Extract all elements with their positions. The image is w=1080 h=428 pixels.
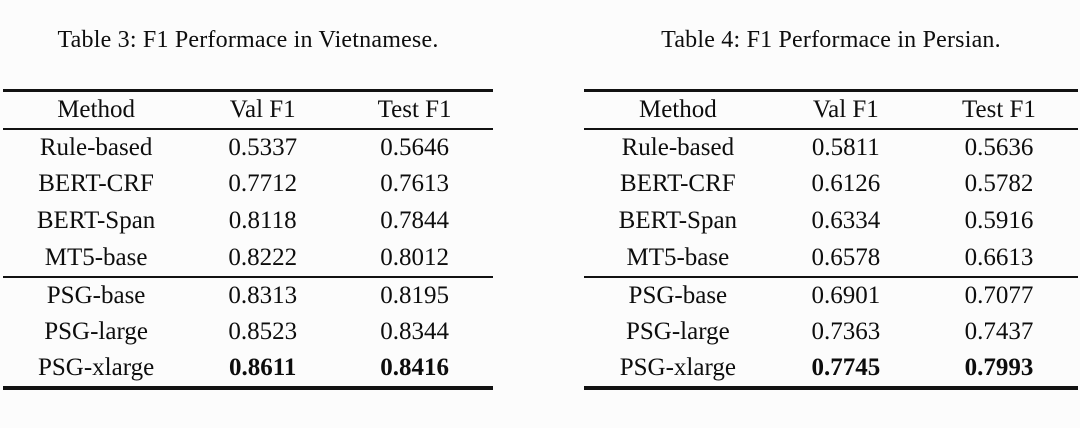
table-row: PSG-large 0.8523 0.8344	[3, 314, 493, 351]
method-cell: Rule-based	[621, 133, 735, 161]
val-f1-cell: 0.7363	[811, 318, 881, 345]
table4: Method Val F1 Test F1 Rule-based 0.5811 …	[584, 89, 1078, 390]
val-f1-cell: 0.6334	[811, 207, 881, 234]
test-f1-cell: 0.8416	[380, 354, 449, 381]
test-f1-cell: 0.8195	[380, 281, 449, 309]
val-f1-cell: 0.8523	[228, 318, 298, 345]
table-row: Rule-based 0.5337 0.5646	[3, 129, 493, 166]
val-f1-cell: 0.8222	[228, 243, 298, 271]
table-row: BERT-CRF 0.7712 0.7613	[3, 166, 493, 203]
test-f1-cell: 0.7613	[380, 170, 449, 197]
table3-caption: Table 3: F1 Performace in Vietnamese.	[57, 27, 439, 53]
method-cell: BERT-Span	[618, 207, 738, 234]
column-header-method: Method	[57, 95, 135, 123]
table-row: BERT-Span 0.6334 0.5916	[584, 203, 1078, 240]
method-cell: PSG-base	[46, 281, 146, 309]
table4-caption: Table 4: F1 Performace in Persian.	[661, 27, 1001, 53]
table-row: PSG-large 0.7363 0.7437	[584, 314, 1078, 351]
method-cell: PSG-large	[626, 318, 730, 345]
table3: Method Val F1 Test F1 Rule-based 0.5337 …	[3, 89, 493, 390]
table-row: BERT-CRF 0.6126 0.5782	[584, 166, 1078, 203]
test-f1-cell: 0.5782	[964, 170, 1034, 197]
method-cell: BERT-CRF	[620, 170, 736, 197]
val-f1-cell: 0.6126	[811, 170, 881, 197]
val-f1-cell: 0.6901	[811, 281, 881, 309]
method-cell: PSG-base	[628, 281, 728, 309]
val-f1-cell: 0.8313	[228, 281, 298, 309]
method-cell: BERT-Span	[36, 207, 156, 234]
table-row: PSG-base 0.6901 0.7077	[584, 277, 1078, 314]
test-f1-cell: 0.7844	[380, 207, 449, 234]
column-header-method: Method	[638, 95, 717, 123]
val-f1-cell: 0.6578	[811, 243, 881, 271]
val-f1-cell: 0.8611	[229, 354, 297, 381]
table-row: PSG-xlarge 0.7745 0.7993	[584, 351, 1078, 388]
table3-header-row: Method Val F1 Test F1	[3, 91, 493, 129]
test-f1-cell: 0.6613	[964, 243, 1034, 271]
test-f1-cell: 0.7437	[964, 318, 1034, 345]
val-f1-cell: 0.7745	[811, 354, 881, 381]
val-f1-cell: 0.7712	[228, 170, 298, 197]
table3-block: Table 3: F1 Performace in Vietnamese. Me…	[3, 0, 493, 390]
column-header-test-f1: Test F1	[961, 95, 1036, 123]
table-row: Rule-based 0.5811 0.5636	[584, 129, 1078, 166]
column-header-val-f1: Val F1	[812, 95, 879, 123]
table4-block: Table 4: F1 Performace in Persian. Metho…	[584, 0, 1078, 390]
table-row: PSG-xlarge 0.8611 0.8416	[3, 351, 493, 388]
val-f1-cell: 0.8118	[228, 207, 297, 234]
test-f1-cell: 0.5646	[380, 133, 449, 161]
table4-header-row: Method Val F1 Test F1	[584, 91, 1078, 129]
column-header-val-f1: Val F1	[229, 95, 296, 123]
val-f1-cell: 0.5811	[811, 133, 880, 161]
method-cell: PSG-large	[44, 318, 148, 345]
method-cell: MT5-base	[44, 243, 148, 271]
method-cell: PSG-xlarge	[619, 354, 736, 381]
table-row: BERT-Span 0.8118 0.7844	[3, 203, 493, 240]
table-row: MT5-base 0.6578 0.6613	[584, 240, 1078, 277]
column-header-test-f1: Test F1	[377, 95, 452, 123]
method-cell: PSG-xlarge	[37, 354, 155, 381]
method-cell: BERT-CRF	[38, 170, 154, 197]
table-row: PSG-base 0.8313 0.8195	[3, 277, 493, 314]
method-cell: Rule-based	[39, 133, 153, 161]
test-f1-cell: 0.7077	[964, 281, 1034, 309]
test-f1-cell: 0.8012	[380, 243, 449, 271]
test-f1-cell: 0.5916	[964, 207, 1034, 234]
test-f1-cell: 0.5636	[964, 133, 1034, 161]
val-f1-cell: 0.5337	[228, 133, 298, 161]
method-cell: MT5-base	[626, 243, 730, 271]
test-f1-cell: 0.7993	[964, 354, 1034, 381]
table-row: MT5-base 0.8222 0.8012	[3, 240, 493, 277]
test-f1-cell: 0.8344	[380, 318, 449, 345]
